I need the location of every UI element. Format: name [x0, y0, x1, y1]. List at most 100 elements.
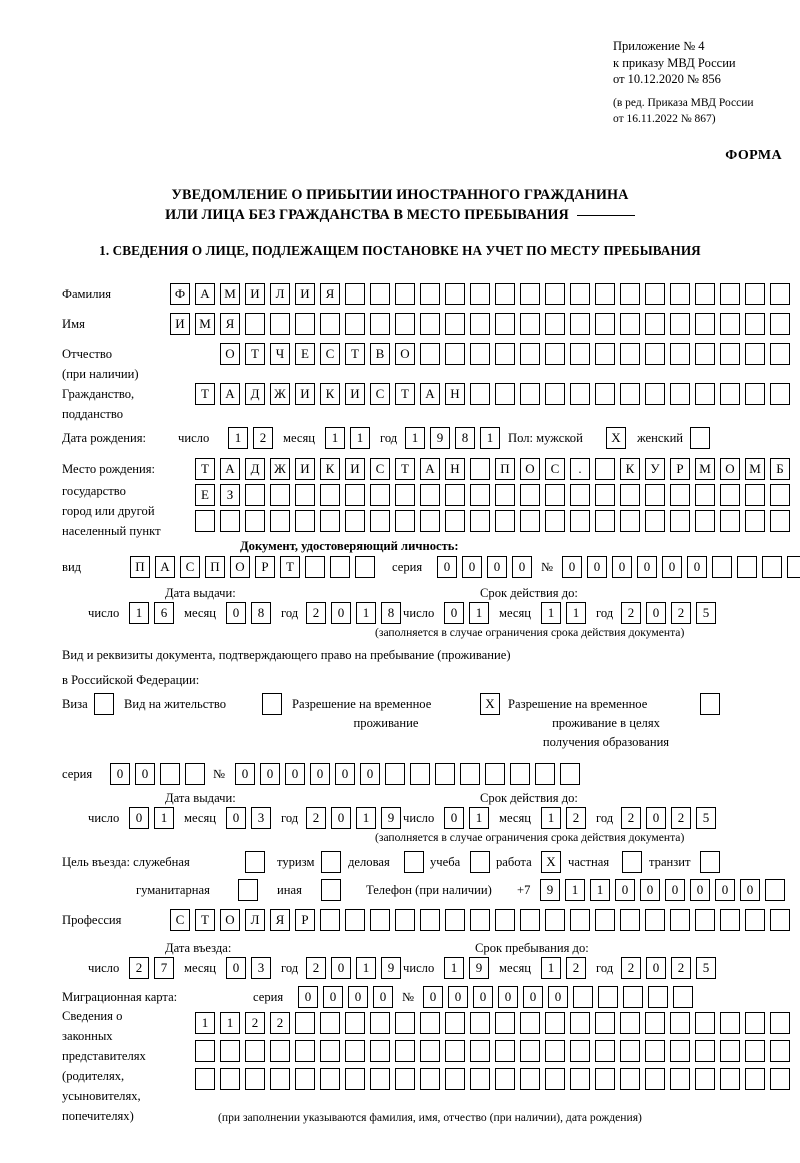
legal-rep-line2-boxes-cell[interactable]	[420, 1040, 440, 1062]
birthplace-line1-boxes-cell[interactable]: Т	[195, 458, 215, 480]
birthplace-line2-boxes-cell[interactable]	[495, 484, 515, 506]
doc-kind-boxes-cell[interactable]	[305, 556, 325, 578]
doc-series-boxes-cell[interactable]: 0	[437, 556, 457, 578]
entry-day-boxes-cell[interactable]: 2	[129, 957, 149, 979]
surname-boxes-cell[interactable]	[670, 283, 690, 305]
firstname-boxes-cell[interactable]	[745, 313, 765, 335]
patronymic-boxes-cell[interactable]	[620, 343, 640, 365]
stay-day-boxes-cell[interactable]: 1	[444, 957, 464, 979]
entry-year-boxes-cell[interactable]: 0	[331, 957, 351, 979]
citizenship-boxes-cell[interactable]: А	[420, 383, 440, 405]
profession-boxes-cell[interactable]	[320, 909, 340, 931]
citizenship-boxes-cell[interactable]	[745, 383, 765, 405]
birthplace-line1-boxes-cell[interactable]: П	[495, 458, 515, 480]
birthplace-line2-boxes-cell[interactable]	[270, 484, 290, 506]
profession-boxes-cell[interactable]: Л	[245, 909, 265, 931]
doc-issue-day-boxes-cell[interactable]: 1	[129, 602, 149, 624]
profession-boxes-cell[interactable]	[720, 909, 740, 931]
birthplace-line2-boxes-cell[interactable]	[545, 484, 565, 506]
citizenship-boxes-cell[interactable]: И	[345, 383, 365, 405]
surname-boxes-cell[interactable]: И	[295, 283, 315, 305]
legal-rep-line2-boxes-cell[interactable]	[370, 1040, 390, 1062]
phone-boxes-cell[interactable]	[765, 879, 785, 901]
citizenship-boxes-cell[interactable]: Н	[445, 383, 465, 405]
birthplace-line3-boxes-cell[interactable]	[495, 510, 515, 532]
legal-rep-line3-boxes-cell[interactable]	[595, 1068, 615, 1090]
doc-kind-boxes-cell[interactable]: П	[130, 556, 150, 578]
firstname-boxes-cell[interactable]	[770, 313, 790, 335]
purpose-tourism-checkbox[interactable]	[321, 851, 341, 873]
citizenship-boxes-cell[interactable]	[695, 383, 715, 405]
surname-boxes-cell[interactable]	[695, 283, 715, 305]
purpose-transit-checkbox[interactable]	[700, 851, 720, 873]
birthplace-line2-boxes-cell[interactable]	[445, 484, 465, 506]
doc-kind-boxes-cell[interactable]: Р	[255, 556, 275, 578]
temp-education-checkbox[interactable]	[700, 693, 720, 715]
legal-rep-line1-boxes-cell[interactable]	[395, 1012, 415, 1034]
legal-rep-line3-boxes-cell[interactable]	[520, 1068, 540, 1090]
legal-rep-line1-boxes-cell[interactable]	[620, 1012, 640, 1034]
surname-boxes-cell[interactable]	[395, 283, 415, 305]
birthplace-line1-boxes-cell[interactable]: И	[295, 458, 315, 480]
stay-year-boxes-cell[interactable]: 2	[621, 957, 641, 979]
permit-valid-year-boxes-cell[interactable]: 2	[671, 807, 691, 829]
doc-kind-boxes-cell[interactable]: А	[155, 556, 175, 578]
legal-rep-line2-boxes-cell[interactable]	[770, 1040, 790, 1062]
birthplace-line3-boxes-cell[interactable]	[220, 510, 240, 532]
mc-number-boxes-cell[interactable]	[598, 986, 618, 1008]
birthplace-line1-boxes-cell[interactable]: О	[720, 458, 740, 480]
citizenship-boxes-cell[interactable]: Д	[245, 383, 265, 405]
legal-rep-line3-boxes-cell[interactable]	[470, 1068, 490, 1090]
permit-number-boxes-cell[interactable]	[410, 763, 430, 785]
doc-number-boxes-cell[interactable]	[787, 556, 800, 578]
firstname-boxes-cell[interactable]: Я	[220, 313, 240, 335]
permit-number-boxes-cell[interactable]	[560, 763, 580, 785]
entry-month-boxes-cell[interactable]: 3	[251, 957, 271, 979]
profession-boxes-cell[interactable]	[620, 909, 640, 931]
permit-valid-month-boxes-cell[interactable]: 1	[541, 807, 561, 829]
doc-number-boxes-cell[interactable]: 0	[612, 556, 632, 578]
surname-boxes-cell[interactable]	[770, 283, 790, 305]
phone-boxes-cell[interactable]: 1	[565, 879, 585, 901]
mc-number-boxes-cell[interactable]	[623, 986, 643, 1008]
permit-number-boxes-cell[interactable]: 0	[235, 763, 255, 785]
patronymic-boxes-cell[interactable]	[595, 343, 615, 365]
birthplace-line2-boxes-cell[interactable]	[470, 484, 490, 506]
legal-rep-line3-boxes-cell[interactable]	[645, 1068, 665, 1090]
entry-year-boxes-cell[interactable]: 2	[306, 957, 326, 979]
birthplace-line3-boxes-cell[interactable]	[345, 510, 365, 532]
legal-rep-line3-boxes-cell[interactable]	[320, 1068, 340, 1090]
patronymic-boxes-cell[interactable]	[420, 343, 440, 365]
surname-boxes-cell[interactable]: Ф	[170, 283, 190, 305]
citizenship-boxes-cell[interactable]	[670, 383, 690, 405]
profession-boxes-cell[interactable]	[520, 909, 540, 931]
birthplace-line1-boxes-cell[interactable]: М	[695, 458, 715, 480]
birthplace-line3-boxes-cell[interactable]	[520, 510, 540, 532]
mc-series-boxes-cell[interactable]: 0	[323, 986, 343, 1008]
phone-boxes-cell[interactable]: 0	[690, 879, 710, 901]
sex-female-checkbox[interactable]	[690, 427, 710, 449]
legal-rep-line2-boxes-cell[interactable]	[720, 1040, 740, 1062]
surname-boxes-cell[interactable]	[420, 283, 440, 305]
permit-series-boxes-cell[interactable]: 0	[110, 763, 130, 785]
surname-boxes-cell[interactable]	[595, 283, 615, 305]
birth-month-boxes-cell[interactable]: 1	[350, 427, 370, 449]
legal-rep-line2-boxes-cell[interactable]	[245, 1040, 265, 1062]
citizenship-boxes-cell[interactable]: Ж	[270, 383, 290, 405]
firstname-boxes-cell[interactable]	[320, 313, 340, 335]
legal-rep-line2-boxes-cell[interactable]	[295, 1040, 315, 1062]
legal-rep-line3-boxes-cell[interactable]	[570, 1068, 590, 1090]
birthplace-line1-boxes-cell[interactable]: А	[220, 458, 240, 480]
firstname-boxes-cell[interactable]	[270, 313, 290, 335]
permit-number-boxes-cell[interactable]: 0	[285, 763, 305, 785]
permit-number-boxes-cell[interactable]	[385, 763, 405, 785]
birthplace-line1-boxes-cell[interactable]	[470, 458, 490, 480]
citizenship-boxes-cell[interactable]	[620, 383, 640, 405]
citizenship-boxes-cell[interactable]: С	[370, 383, 390, 405]
birthplace-line1-boxes-cell[interactable]: С	[370, 458, 390, 480]
doc-kind-boxes-cell[interactable]: Т	[280, 556, 300, 578]
legal-rep-line2-boxes-cell[interactable]	[270, 1040, 290, 1062]
firstname-boxes-cell[interactable]	[620, 313, 640, 335]
legal-rep-line3-boxes-cell[interactable]	[620, 1068, 640, 1090]
surname-boxes-cell[interactable]	[495, 283, 515, 305]
